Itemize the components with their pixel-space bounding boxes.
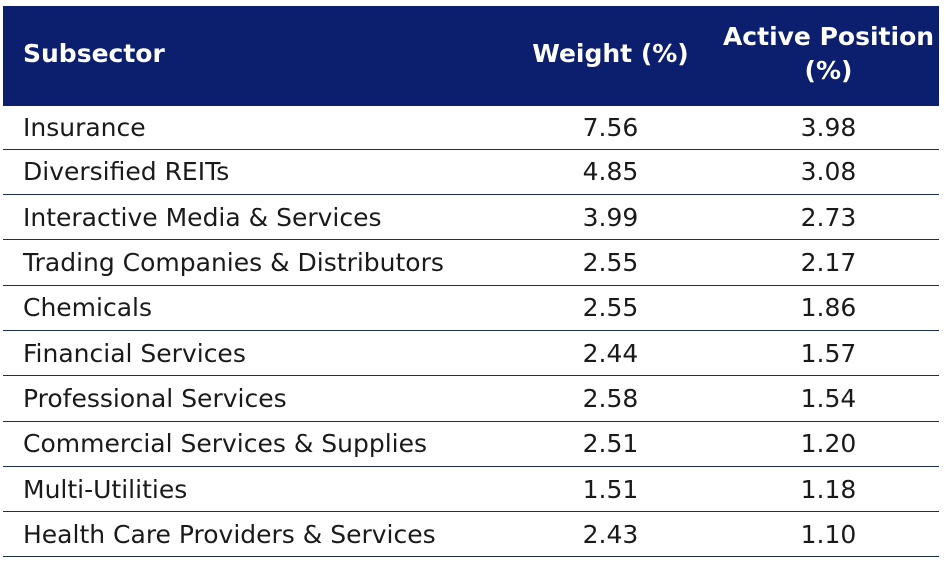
- cell-weight: 2.44: [582, 338, 639, 368]
- header-subsector: Subsector: [23, 39, 165, 69]
- cell-subsector: Professional Services: [23, 383, 287, 413]
- cell-active-position: 1.20: [800, 429, 857, 459]
- table-row: Financial Services 2.44 1.57: [3, 330, 939, 376]
- cell-subsector: Insurance: [3, 102, 503, 150]
- table-row: Commercial Services & Supplies 2.51 1.20: [3, 421, 939, 467]
- header-weight: Weight (%): [532, 39, 689, 69]
- table-row: Professional Services 2.58 1.54: [3, 376, 939, 422]
- header-active-position: Active Position (%): [722, 22, 935, 86]
- cell-subsector: Interactive Media & Services: [23, 202, 382, 232]
- table-row: Health Care Providers & Services 2.43 1.10: [3, 512, 939, 557]
- cell-active-position: 1.57: [800, 338, 857, 368]
- table-row: Interactive Media & Services 3.99 2.73: [3, 195, 939, 240]
- table-row: Chemicals 2.55 1.86: [3, 285, 939, 331]
- cell-weight: 2.51: [582, 429, 639, 459]
- cell-active-position: 1.86: [800, 293, 857, 323]
- table-header: Subsector Weight (%) Active Position (%): [3, 6, 939, 104]
- cell-weight: 2.55: [582, 293, 639, 323]
- cell-active-position: 3.08: [800, 157, 857, 187]
- cell-subsector: Financial Services: [23, 338, 246, 368]
- cell-weight: 4.85: [582, 157, 639, 187]
- cell-active-position: 1.54: [800, 383, 857, 413]
- cell-active-position: 2.73: [800, 202, 857, 232]
- cell-subsector: Diversified REITs: [23, 157, 230, 187]
- cell-subsector: Multi-Utilities: [23, 474, 188, 504]
- cell-active-position: 3.98: [718, 102, 939, 150]
- table-body: Insurance 7.56 3.98 Diversified REITs 4.85 3.…: [3, 102, 939, 557]
- cell-weight: 3.99: [582, 202, 639, 232]
- cell-active-position: 2.17: [800, 248, 857, 278]
- cell-weight: 2.43: [582, 519, 639, 549]
- table-row: Trading Companies & Distributors 2.55 2.17: [3, 240, 939, 286]
- table-row: Multi-Utilities 1.51 1.18: [3, 466, 939, 512]
- subsector-table-container: Subsector Weight (%) Active Position (%)…: [3, 6, 939, 557]
- cell-subsector: Chemicals: [23, 293, 153, 323]
- cell-weight: 2.58: [582, 383, 639, 413]
- cell-active-position: 1.10: [800, 519, 857, 549]
- cell-weight: 1.51: [582, 474, 639, 504]
- header-row: Subsector Weight (%) Active Position (%): [3, 6, 939, 104]
- cell-weight: 2.55: [582, 248, 639, 278]
- cell-subsector: Trading Companies & Distributors: [23, 248, 444, 278]
- cell-subsector: Health Care Providers & Services: [23, 519, 436, 549]
- cell-active-position: 1.18: [800, 474, 857, 504]
- table-row: Insurance 7.56 3.98: [3, 102, 939, 150]
- cell-weight: 7.56: [503, 102, 718, 150]
- cell-subsector: Commercial Services & Supplies: [23, 429, 428, 459]
- table-row: Diversified REITs 4.85 3.08: [3, 149, 939, 195]
- subsector-table: Subsector Weight (%) Active Position (%)…: [3, 6, 939, 557]
